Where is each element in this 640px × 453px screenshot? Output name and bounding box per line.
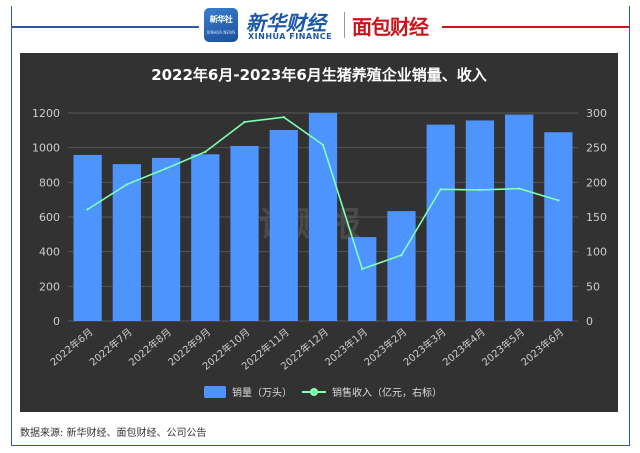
x-tick-label: 2023年3月: [401, 325, 449, 368]
bar-2023年2月: [387, 211, 416, 321]
bar-2022年6月: [73, 154, 102, 321]
bar-2022年9月: [191, 154, 220, 321]
header-rule-left: [11, 26, 199, 28]
revenue-point-2022年8月: [164, 167, 168, 170]
bar-2023年5月: [505, 114, 534, 321]
y-right-tick-label: 0: [586, 315, 593, 328]
brand-primary-en: XINHUA FINANCE: [248, 32, 333, 41]
y-left-tick-label: 1200: [32, 107, 60, 120]
badge-subtext: XINHUA NEWS: [206, 30, 236, 35]
revenue-point-2022年9月: [204, 150, 207, 154]
brand-primary: 新华财经: [246, 11, 326, 35]
x-tick-label: 2022年8月: [126, 325, 174, 368]
y-right-tick-label: 250: [586, 142, 607, 155]
xinhua-badge-icon: 新华社 XINHUA NEWS: [204, 8, 238, 42]
revenue-point-2023年6月: [557, 199, 560, 202]
chart-svg: 2022年6月-2023年6月生猪养殖企业销量、收入 读财报 020040060…: [32, 66, 607, 399]
x-tick-label: 2023年2月: [361, 325, 409, 368]
revenue-point-2023年3月: [439, 188, 442, 191]
data-source-note: 数据来源: 新华财经、面包财经、公司公告: [20, 428, 207, 439]
bar-2022年7月: [112, 164, 141, 321]
bar-2023年1月: [348, 237, 377, 321]
y-left-tick-label: 800: [39, 176, 60, 189]
y-left-tick-label: 0: [53, 315, 60, 328]
chart-panel: 2022年6月-2023年6月生猪养殖企业销量、收入 读财报 020040060…: [20, 53, 618, 412]
bar-2022年11月: [269, 129, 298, 321]
x-tick-label: 2022年6月: [47, 325, 95, 368]
y-left-tick-label: 1000: [32, 142, 60, 155]
header-rule-right: [442, 26, 630, 28]
y-left-tick-label: 600: [39, 211, 60, 224]
badge-text: 新华社: [209, 15, 233, 24]
revenue-point-2022年12月: [321, 143, 325, 147]
revenue-point-2022年6月: [86, 208, 89, 211]
revenue-point-2023年2月: [400, 253, 403, 257]
x-tick-label: 2023年1月: [322, 325, 370, 368]
legend-bar-swatch: [204, 386, 226, 398]
page-frame: [11, 6, 630, 446]
bar-2023年4月: [465, 120, 495, 321]
y-left-tick-label: 400: [39, 246, 60, 259]
y-left-tick-label: 200: [39, 280, 60, 293]
chart-title: 2022年6月-2023年6月生猪养殖企业销量、收入: [151, 66, 487, 84]
header-logos: 新华社 XINHUA NEWS 新华财经 XINHUA FINANCE 面包财经: [204, 8, 436, 44]
y-right-tick-label: 100: [586, 246, 607, 259]
revenue-point-2023年4月: [478, 188, 482, 192]
x-tick-label: 2023年6月: [518, 325, 566, 368]
bar-2022年8月: [151, 157, 181, 321]
revenue-point-2022年7月: [125, 183, 129, 186]
bar-2023年3月: [426, 124, 455, 321]
x-tick-label: 2023年5月: [479, 325, 527, 368]
bar-2022年10月: [230, 145, 259, 321]
y-right-tick-label: 150: [586, 211, 607, 224]
revenue-point-2022年10月: [243, 120, 246, 124]
legend-line-label: 销售收入（亿元，右标）: [332, 386, 442, 399]
revenue-point-2022年11月: [282, 115, 285, 119]
brand-secondary: 面包财经: [352, 15, 429, 39]
y-right-tick-label: 200: [586, 176, 607, 189]
y-right-tick-label: 300: [586, 107, 607, 120]
logo-divider: [344, 12, 345, 38]
revenue-point-2023年1月: [361, 267, 364, 271]
legend-bar-label: 销量（万头）: [232, 386, 292, 399]
bar-2023年6月: [544, 132, 573, 321]
revenue-point-2023年5月: [517, 187, 521, 190]
y-right-tick-label: 50: [586, 280, 600, 293]
legend-line-marker: [310, 388, 318, 396]
